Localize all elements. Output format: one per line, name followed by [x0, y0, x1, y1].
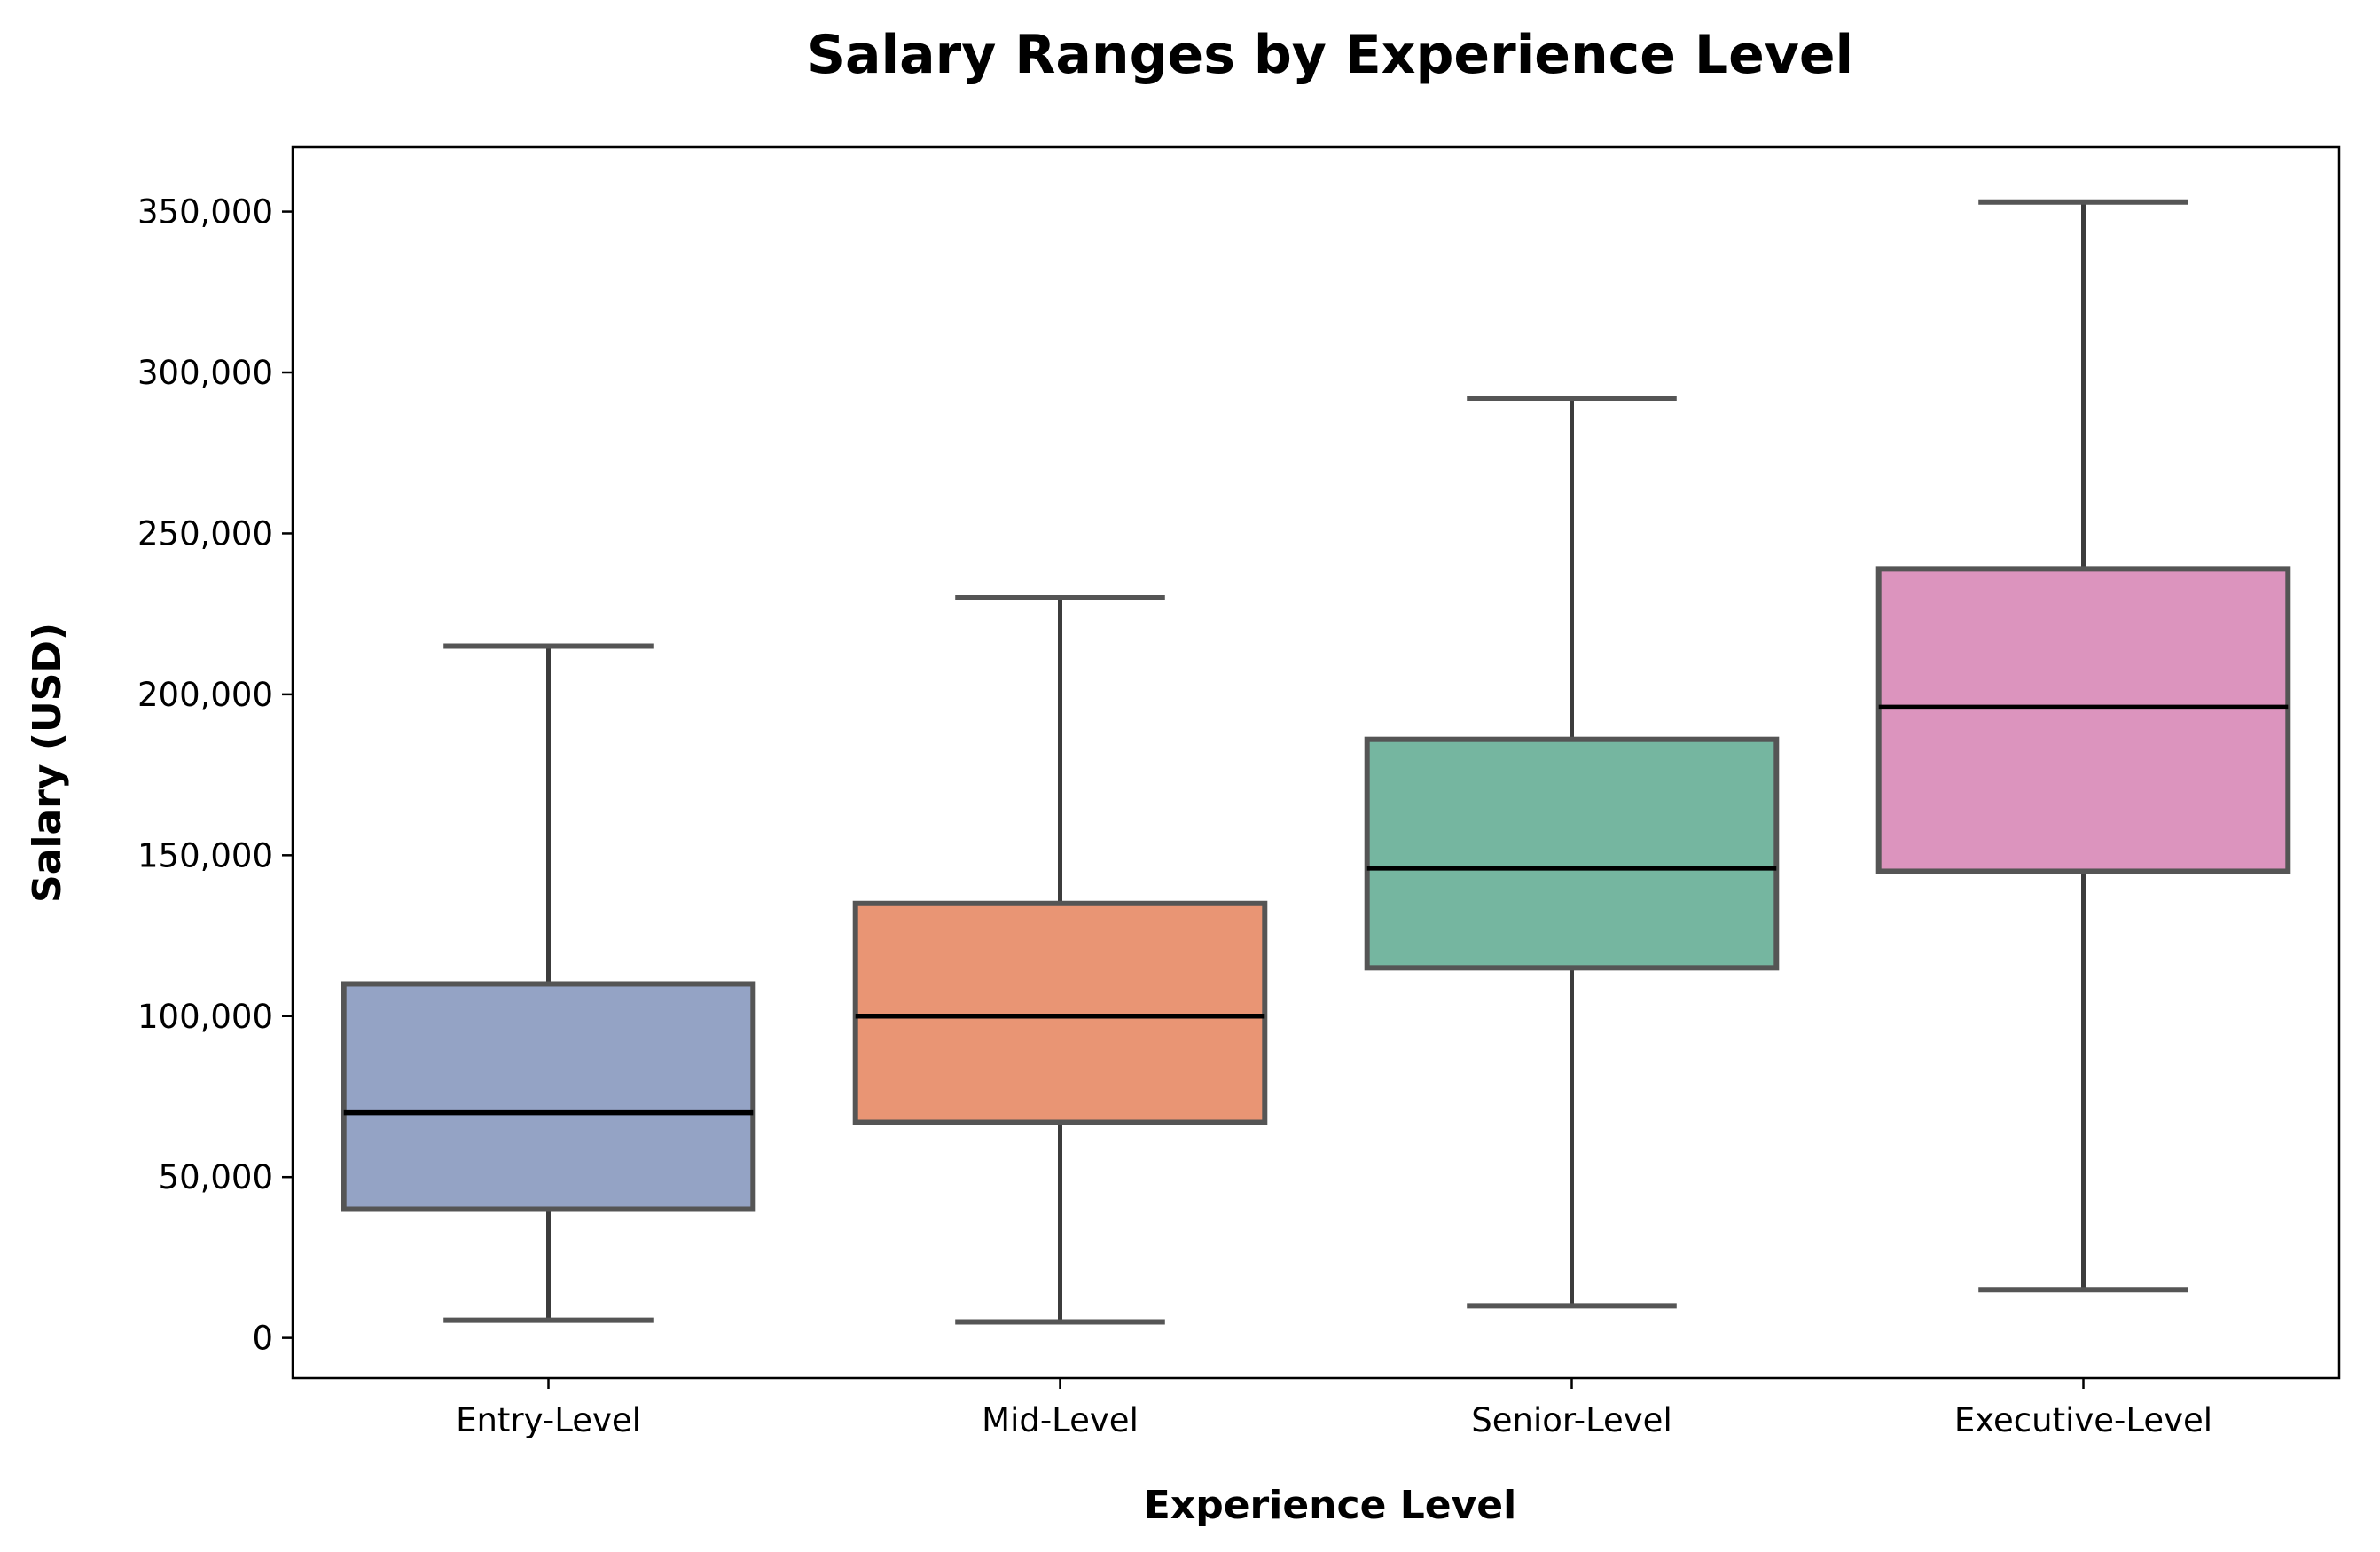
- x-axis-label: Experience Level: [1144, 1483, 1516, 1528]
- y-tick-label: 350,000: [137, 193, 273, 231]
- y-tick-label: 50,000: [159, 1158, 273, 1196]
- box-senior-level: [1364, 736, 1780, 971]
- x-tick-label: Entry-Level: [456, 1401, 641, 1439]
- x-tick-label: Mid-Level: [982, 1401, 1139, 1439]
- y-tick-label: 250,000: [137, 514, 273, 553]
- y-tick-label: 200,000: [137, 676, 273, 714]
- y-tick-label: 150,000: [137, 836, 273, 874]
- plot-area: 0 50,000 100,000 150,000 200,000 250,000 300,0…: [137, 145, 2341, 1439]
- chart-title: Salary Ranges by Experience Level: [807, 24, 1853, 86]
- box-mid-level: [852, 900, 1268, 1125]
- plot-frame: [291, 145, 2341, 1380]
- y-tick-label: 100,000: [137, 998, 273, 1036]
- y-tick-label: 0: [252, 1320, 273, 1358]
- x-tick-label: Senior-Level: [1471, 1401, 1671, 1439]
- box-executive-level: [1875, 566, 2291, 874]
- y-axis-label: Salary (USD): [25, 623, 70, 903]
- box-entry-level: [341, 981, 756, 1212]
- x-tick-label: Executive-Level: [1954, 1401, 2212, 1439]
- y-tick-label: 300,000: [137, 354, 273, 392]
